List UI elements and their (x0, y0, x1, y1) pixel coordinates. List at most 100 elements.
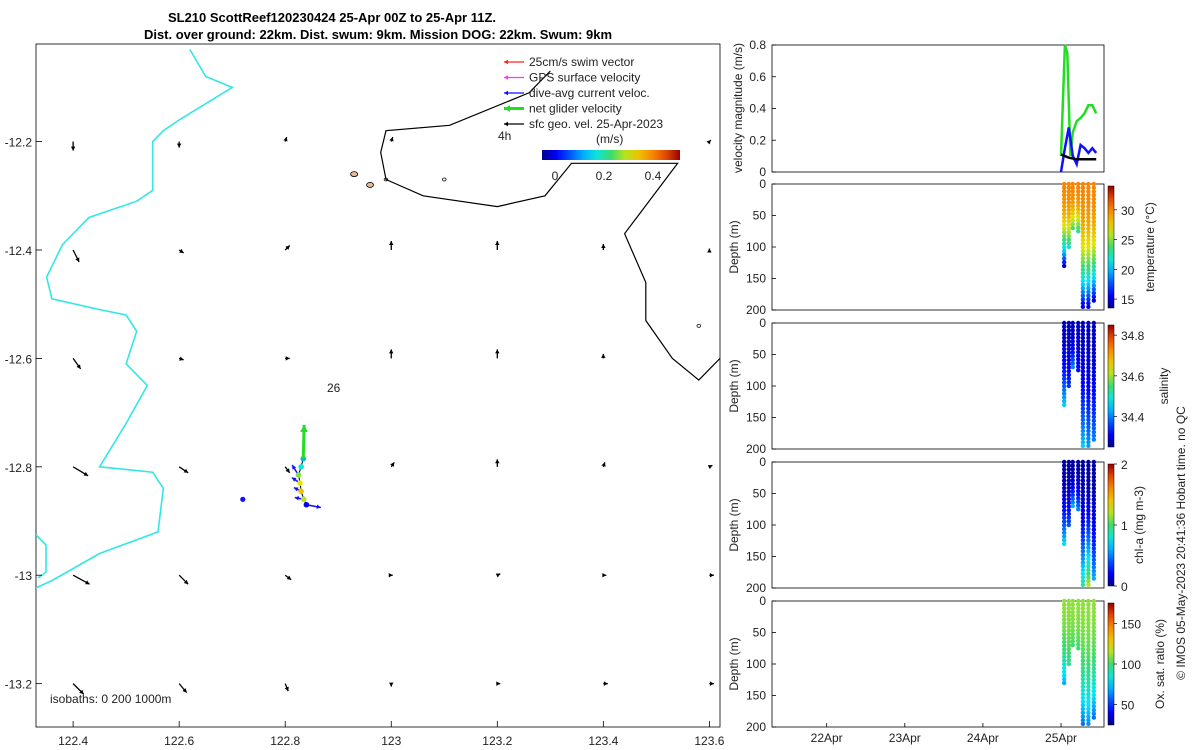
geo-vector (601, 243, 606, 250)
temperature-sample (1086, 241, 1091, 246)
chla-sample (1091, 478, 1097, 483)
oxygen-sample (1061, 669, 1067, 674)
temperature-sample (1086, 245, 1091, 250)
salinity-panel: 0 50 100 150 200 34.8 34.6 34.4 Depth (m) salin… (727, 316, 1171, 456)
temperature-sample (1091, 245, 1097, 251)
oxygen-sample (1086, 643, 1091, 648)
chla-sample (1091, 459, 1097, 465)
salinity-sample (1070, 350, 1075, 355)
chla-sample (1091, 463, 1097, 468)
temperature-sample (1066, 200, 1072, 205)
net-glider-velocity-arrow (300, 424, 308, 459)
temperature-sample (1076, 196, 1081, 201)
chla-sample (1061, 482, 1067, 487)
chla-sample (1086, 564, 1091, 569)
glider-track-point (303, 501, 310, 508)
oxygen-sample (1086, 695, 1091, 700)
salinity-sample (1091, 403, 1097, 408)
oxygen-sample (1086, 621, 1091, 626)
temperature-sample (1070, 207, 1075, 212)
chla-sample (1086, 489, 1091, 494)
chla-sample (1061, 478, 1067, 483)
salinity-sample (1076, 331, 1081, 337)
temperature-sample (1086, 207, 1091, 213)
chla-sample (1066, 482, 1072, 487)
temperature-sample (1061, 259, 1067, 265)
oxygen-sample (1086, 617, 1091, 622)
salinity-sample (1066, 331, 1072, 337)
chla-sample (1066, 493, 1072, 498)
oxygen-sample (1061, 636, 1067, 641)
oxygen-sample (1066, 650, 1072, 656)
chla-sample (1091, 546, 1097, 551)
salinity-sample (1061, 387, 1067, 393)
chla-sample (1080, 485, 1086, 491)
oxygen-sample (1086, 665, 1091, 671)
salinity-sample (1061, 331, 1067, 337)
salinity-sample (1080, 398, 1086, 404)
salinity-sample (1091, 426, 1097, 431)
chla-sample (1076, 499, 1081, 505)
chla-sample (1076, 474, 1081, 479)
chla-sample (1076, 503, 1081, 508)
map-ytick-label: -12.4 (5, 244, 33, 258)
salinity-sample (1061, 361, 1067, 367)
oxygen-sample (1070, 639, 1075, 644)
oxygen-sample (1066, 602, 1072, 607)
geo-vector (495, 573, 501, 578)
chla-sample (1061, 485, 1067, 491)
chla-sample (1080, 556, 1086, 561)
temperature-sample (1076, 199, 1081, 205)
chla-sample (1080, 467, 1086, 472)
chla-sample (1066, 474, 1072, 480)
glider-track-point (300, 496, 307, 503)
temperature-sample (1080, 222, 1086, 228)
oxygen-sample (1080, 624, 1086, 630)
temperature-sample (1091, 215, 1097, 221)
chla-ylabel: Depth (m) (727, 498, 741, 551)
geo-vector (178, 683, 188, 694)
oxygen-sample (1091, 700, 1097, 705)
oxygen-sample (1086, 613, 1091, 619)
temperature-sample (1070, 192, 1075, 198)
oxygen-sample (1076, 642, 1081, 647)
chla-sample (1076, 507, 1081, 512)
map-ytick-label: -12.2 (5, 136, 33, 150)
temperature-sample (1061, 237, 1067, 243)
oxygen-sample (1080, 617, 1086, 622)
geo-vector (284, 245, 291, 251)
geo-vector (72, 358, 82, 370)
oxygen-cbar-tick-label: 150 (1121, 617, 1141, 631)
geo-vector (603, 681, 608, 686)
oxygen-sample (1091, 711, 1097, 716)
island-4 (696, 323, 701, 328)
map-xtick-label: 123.4 (588, 734, 618, 748)
salinity-sample (1066, 383, 1072, 389)
temperature-sample (1091, 268, 1097, 273)
legend-swatch (504, 121, 524, 127)
chla-sample (1080, 500, 1086, 506)
chla-sample (1070, 467, 1075, 472)
temperature-sample (1091, 181, 1097, 187)
salinity-sample (1061, 350, 1067, 355)
oxygen-sample (1086, 691, 1091, 697)
oxygen-sample (1061, 606, 1067, 611)
coastline (36, 48, 234, 589)
oxygen-sample (1076, 616, 1081, 622)
geo-vector (72, 683, 85, 695)
temperature-sample (1066, 189, 1072, 194)
oxygen-sample (1091, 598, 1097, 604)
chla-sample (1091, 486, 1097, 491)
temperature-frame (771, 183, 1105, 311)
salinity-sample (1091, 339, 1097, 344)
temperature-sample (1076, 192, 1081, 198)
temperature-sample (1076, 181, 1081, 187)
oxygen-ylabel: Depth (m) (727, 637, 741, 690)
temperature-cbar-tick-label: 20 (1121, 263, 1135, 277)
temperature-sample (1076, 189, 1081, 194)
oxygen-sample (1076, 620, 1081, 626)
salinity-sample (1061, 384, 1067, 389)
temperature-sample (1086, 274, 1091, 280)
salinity-sample (1061, 324, 1067, 329)
temperature-sample (1080, 233, 1086, 239)
